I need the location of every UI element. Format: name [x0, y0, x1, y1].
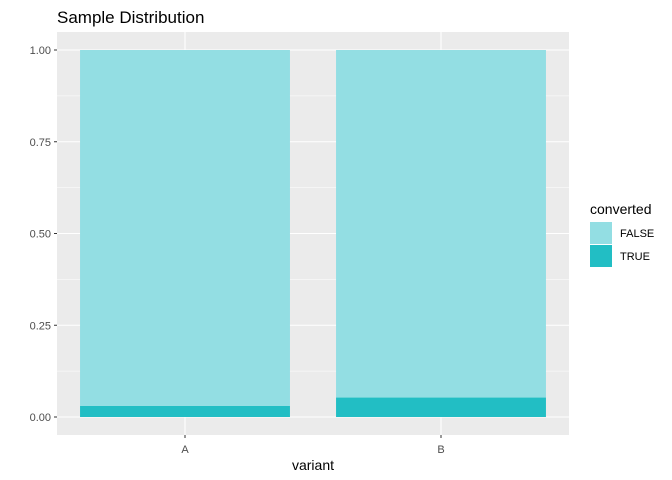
chart-title: Sample Distribution: [57, 8, 204, 27]
legend-key-true: [590, 245, 612, 267]
bar-false-a: [80, 50, 290, 406]
legend-items: FALSE TRUE: [590, 222, 654, 267]
x-tick-label: B: [437, 444, 444, 456]
y-tick-label: 1.00: [30, 45, 51, 57]
x-axis-title: variant: [292, 457, 334, 473]
legend-label-true: TRUE: [620, 251, 650, 263]
y-axis: 0.00 0.25 0.50 0.75 1.00: [30, 45, 57, 424]
legend-key-false: [590, 222, 612, 244]
legend: converted FALSE TRUE: [590, 201, 654, 267]
x-tick-label: A: [181, 444, 189, 456]
bars: [80, 50, 546, 417]
legend-label-false: FALSE: [620, 228, 654, 240]
y-tick-label: 0.25: [30, 320, 51, 332]
bar-false-b: [336, 50, 546, 398]
bar-true-b: [336, 397, 546, 417]
y-tick-label: 0.75: [30, 137, 51, 149]
bar-true-a: [80, 405, 290, 417]
y-tick-label: 0.50: [30, 229, 51, 241]
y-tick-label: 0.00: [30, 412, 51, 424]
legend-title: converted: [590, 201, 651, 217]
